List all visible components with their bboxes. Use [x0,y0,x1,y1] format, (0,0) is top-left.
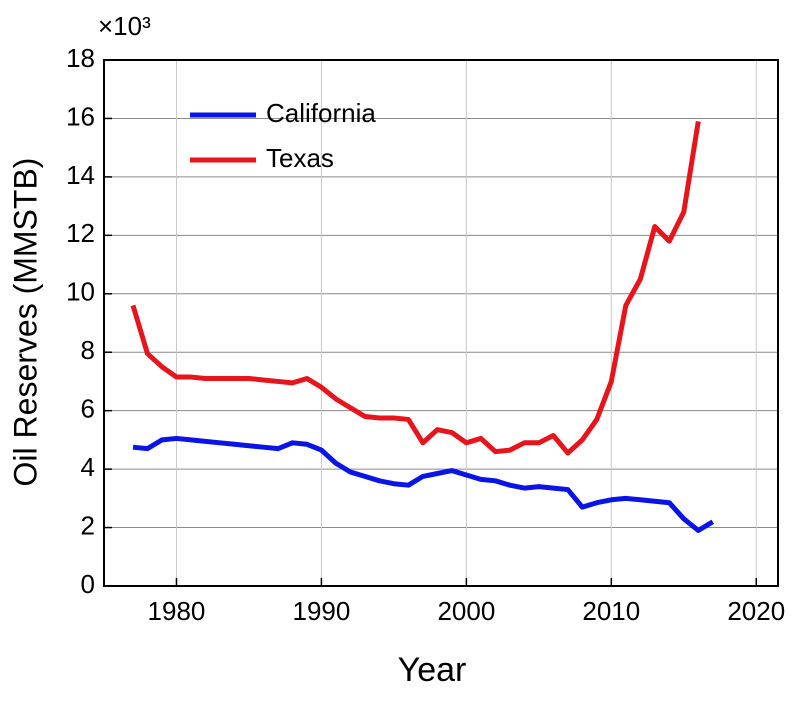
x-tick-label: 1980 [148,596,206,626]
x-tick-label: 2000 [437,596,495,626]
x-axis-label: Year [398,651,467,689]
y-tick-label: 10 [66,277,95,307]
y-tick-label: 12 [66,218,95,248]
y-tick-label: 6 [81,394,95,424]
data-line [132,435,715,533]
legend-label: Texas [266,143,334,173]
x-tick-label: 1990 [292,596,350,626]
y-tick-label: 2 [81,510,95,540]
y-tick-label: 8 [81,335,95,365]
plot-frame [103,59,779,587]
y-tick-label: 0 [81,569,95,599]
x-tick-label: 2020 [727,596,785,626]
y-tick-label: 18 [66,43,95,73]
data-line [130,120,701,456]
x-tick-label: 2010 [582,596,640,626]
y-tick-label: 4 [81,452,95,482]
y-tick-label: 16 [66,101,95,131]
y-multiplier: ×10³ [98,11,151,41]
y-axis-label: Oil Reserves (MMSTB) [7,158,43,487]
y-tick-label: 14 [66,160,95,190]
legend-label: California [266,98,376,128]
